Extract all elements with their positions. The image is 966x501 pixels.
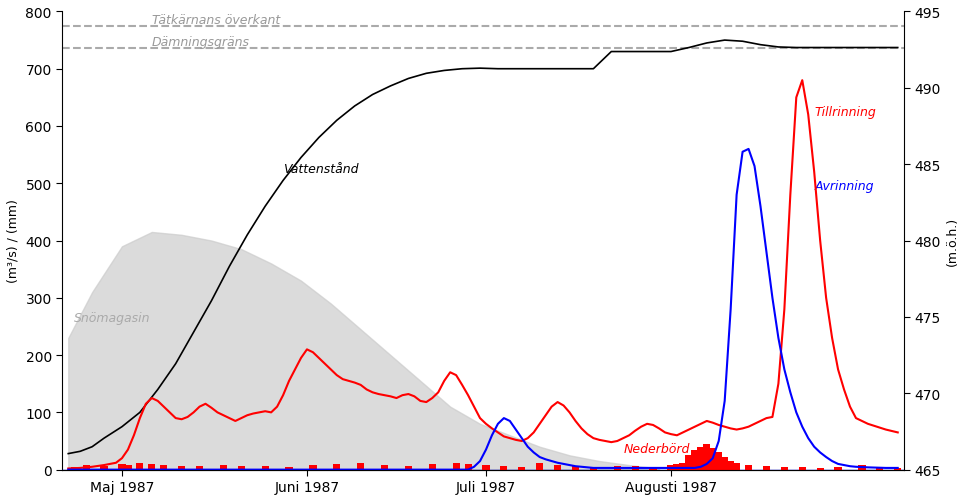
- Bar: [649, 467, 657, 470]
- Bar: [590, 467, 597, 470]
- Bar: [536, 463, 543, 470]
- Bar: [518, 467, 526, 470]
- Bar: [500, 466, 507, 470]
- Bar: [745, 465, 753, 470]
- Bar: [452, 463, 460, 470]
- Bar: [220, 465, 227, 470]
- Bar: [82, 465, 90, 470]
- Bar: [673, 464, 680, 470]
- Bar: [572, 466, 579, 470]
- Bar: [685, 455, 693, 470]
- Bar: [709, 448, 717, 470]
- Text: Snömagasin: Snömagasin: [74, 311, 151, 324]
- Bar: [482, 465, 490, 470]
- Text: Tillrinning: Tillrinning: [814, 105, 876, 118]
- Bar: [727, 461, 734, 470]
- Bar: [733, 463, 740, 470]
- Bar: [632, 466, 639, 470]
- Bar: [668, 465, 674, 470]
- Text: Nederbörd: Nederbörd: [623, 442, 690, 455]
- Bar: [816, 468, 824, 470]
- Bar: [238, 466, 245, 470]
- Bar: [715, 452, 723, 470]
- Bar: [763, 466, 770, 470]
- Bar: [333, 464, 340, 470]
- Bar: [160, 465, 167, 470]
- Text: Tätkärnans överkant: Tätkärnans överkant: [152, 14, 280, 27]
- Y-axis label: (m.ö.h.): (m.ö.h.): [946, 216, 959, 266]
- Bar: [119, 464, 126, 470]
- Text: Dämningsgräns: Dämningsgräns: [152, 36, 250, 49]
- Bar: [381, 465, 388, 470]
- Y-axis label: (m³/s) / (mm): (m³/s) / (mm): [7, 199, 20, 283]
- Bar: [309, 465, 317, 470]
- Bar: [781, 467, 788, 470]
- Bar: [876, 467, 884, 470]
- Bar: [721, 457, 728, 470]
- Bar: [895, 468, 901, 470]
- Bar: [357, 463, 364, 470]
- Bar: [679, 463, 687, 470]
- Bar: [465, 464, 471, 470]
- Bar: [178, 466, 185, 470]
- Bar: [692, 450, 698, 470]
- Bar: [613, 466, 621, 470]
- Bar: [136, 463, 143, 470]
- Bar: [125, 465, 131, 470]
- Bar: [286, 467, 293, 470]
- Bar: [196, 466, 203, 470]
- Bar: [554, 465, 561, 470]
- Text: Avrinning: Avrinning: [814, 180, 873, 192]
- Bar: [835, 467, 841, 470]
- Text: Vattenstånd: Vattenstånd: [283, 162, 358, 175]
- Bar: [859, 465, 866, 470]
- Bar: [703, 444, 710, 470]
- Bar: [697, 447, 704, 470]
- Bar: [71, 467, 78, 470]
- Bar: [429, 464, 436, 470]
- Bar: [262, 466, 269, 470]
- Bar: [799, 467, 806, 470]
- Bar: [100, 466, 107, 470]
- Bar: [405, 466, 412, 470]
- Bar: [148, 464, 156, 470]
